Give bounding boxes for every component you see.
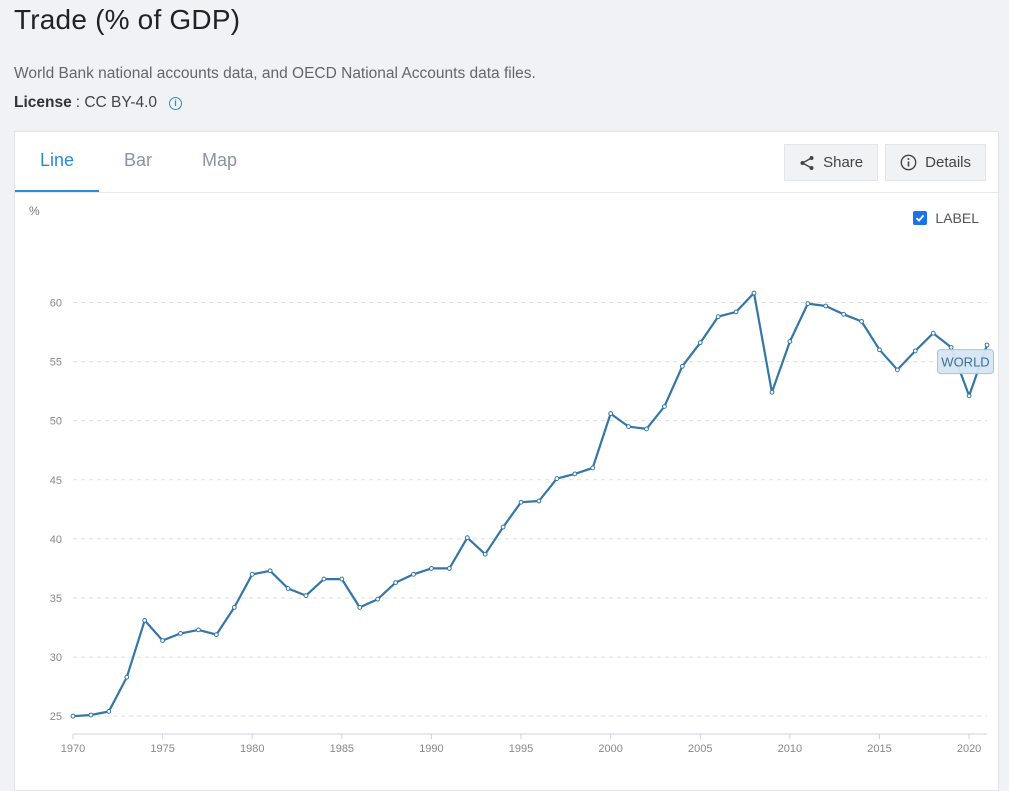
data-point xyxy=(213,632,219,638)
tab-map[interactable]: Map xyxy=(202,150,238,170)
x-tick-label: 2020 xyxy=(957,743,981,755)
data-point xyxy=(321,576,327,582)
data-point xyxy=(769,389,775,395)
tab-line[interactable]: Line xyxy=(15,132,100,192)
data-point xyxy=(751,290,757,296)
x-tick-label: 1995 xyxy=(509,743,533,755)
data-point xyxy=(662,404,667,409)
data-point xyxy=(357,605,363,610)
data-point xyxy=(142,618,148,623)
details-button[interactable]: Details xyxy=(885,144,986,181)
chart-actions: Share Details xyxy=(784,144,986,181)
data-point xyxy=(697,340,703,346)
legend[interactable]: LABEL xyxy=(913,210,979,226)
license-value: : CC BY-4.0 xyxy=(75,94,158,111)
data-point xyxy=(644,426,649,432)
tab-divider xyxy=(15,192,998,193)
data-point xyxy=(572,471,578,477)
data-point xyxy=(500,524,506,530)
y-tick-label: 50 xyxy=(50,416,62,428)
info-circle-icon xyxy=(900,154,917,171)
data-point xyxy=(196,627,201,633)
series-label-box xyxy=(936,349,994,375)
data-point xyxy=(536,498,542,504)
data-point xyxy=(411,571,416,577)
chart-tabs: Line Bar Map xyxy=(15,132,262,192)
data-point xyxy=(715,314,721,320)
data-point xyxy=(984,342,990,348)
data-point xyxy=(375,596,381,602)
data-point xyxy=(285,586,291,591)
data-point xyxy=(841,311,847,317)
y-tick-label: 30 xyxy=(50,652,62,664)
line-chart: 25 30 35 40 45 50 55 60 1970 1975 1980 1985 1990 1995… xyxy=(50,290,994,755)
data-point xyxy=(464,535,470,541)
series-line-world xyxy=(72,291,989,718)
x-tick-label: 2015 xyxy=(867,743,891,755)
data-point xyxy=(429,566,434,571)
data-point xyxy=(859,318,864,324)
data-point xyxy=(178,631,183,636)
license-label: License xyxy=(14,94,72,111)
checkmark-icon xyxy=(916,214,925,222)
y-tick-label: 35 xyxy=(50,593,62,605)
data-point xyxy=(894,367,900,373)
data-point xyxy=(679,363,685,369)
data-point xyxy=(249,571,255,577)
license-line: License : CC BY-4.0 i xyxy=(14,94,183,112)
details-label: Details xyxy=(925,154,971,171)
data-point xyxy=(948,344,954,350)
share-icon xyxy=(800,155,814,170)
data-point xyxy=(608,411,614,416)
x-tick-label: 1970 xyxy=(61,743,85,755)
x-tick-label: 1975 xyxy=(150,743,174,755)
data-point xyxy=(930,330,936,336)
data-point xyxy=(124,674,130,680)
data-point xyxy=(267,568,273,574)
legend-label: LABEL xyxy=(935,210,979,226)
y-axis-unit: % xyxy=(29,204,40,218)
chart-panel: Line Bar Map Share Details xyxy=(14,131,999,791)
source-note: World Bank national accounts data, and O… xyxy=(14,65,536,82)
x-tick-label: 1980 xyxy=(240,743,264,755)
data-point xyxy=(590,465,596,471)
y-tick-label: 55 xyxy=(50,357,62,369)
label-checkbox[interactable] xyxy=(913,211,928,225)
data-point xyxy=(303,593,309,599)
data-point xyxy=(393,580,398,586)
data-point xyxy=(446,566,452,571)
data-point xyxy=(160,638,166,643)
x-tick-label: 2005 xyxy=(688,743,712,755)
x-tick-label: 2010 xyxy=(778,743,802,755)
data-point xyxy=(877,347,882,353)
data-point xyxy=(912,348,918,354)
series-label: WORLD xyxy=(941,355,989,370)
x-tick-label: 1985 xyxy=(330,743,354,755)
data-point xyxy=(626,424,631,429)
data-point xyxy=(231,605,237,610)
data-point xyxy=(733,309,739,315)
data-point xyxy=(482,551,488,557)
share-label: Share xyxy=(823,154,864,171)
x-tick-label: 1990 xyxy=(419,743,443,755)
data-point xyxy=(106,709,112,714)
data-point xyxy=(339,576,345,582)
tab-bar[interactable]: Bar xyxy=(124,150,153,170)
y-tick-label: 25 xyxy=(50,711,62,723)
data-point xyxy=(518,499,524,505)
data-point xyxy=(70,713,76,719)
info-icon[interactable]: i xyxy=(169,96,183,110)
y-tick-label: 60 xyxy=(50,297,62,309)
data-point xyxy=(966,393,972,399)
data-point xyxy=(823,303,829,309)
share-button[interactable]: Share xyxy=(784,144,879,181)
y-tick-label: 40 xyxy=(50,534,62,546)
data-point xyxy=(787,339,793,344)
data-point xyxy=(805,301,811,307)
data-point xyxy=(88,712,94,718)
data-point xyxy=(554,476,560,481)
page-title: Trade (% of GDP) xyxy=(14,4,241,35)
y-tick-label: 45 xyxy=(50,475,62,487)
x-tick-label: 2000 xyxy=(598,743,622,755)
